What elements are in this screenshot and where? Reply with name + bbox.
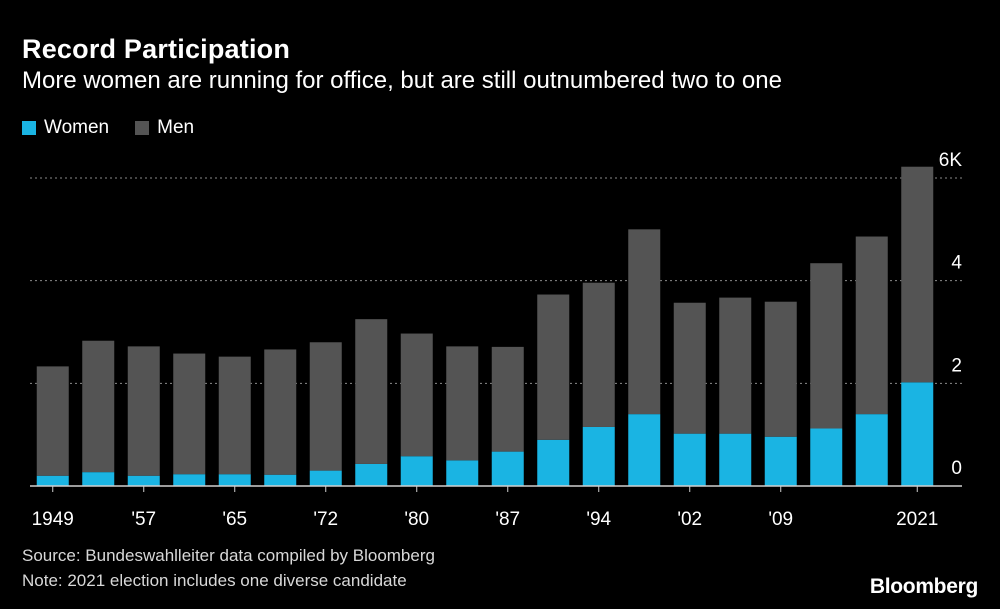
legend-item-women: Women <box>22 117 109 139</box>
bar-women-1953 <box>82 472 115 486</box>
bar-men-1969 <box>264 349 297 475</box>
bar-men-1998 <box>628 229 661 415</box>
bar-men-1987 <box>491 346 524 452</box>
bar-women-1949 <box>36 475 69 486</box>
bar-men-1957 <box>127 346 160 476</box>
bar-men-2013 <box>810 263 843 429</box>
bar-women-1976 <box>355 463 388 486</box>
bar-men-1961 <box>173 353 206 475</box>
legend-item-men: Men <box>135 117 194 139</box>
source-note: Source: Bundeswahlleiter data compiled b… <box>22 546 435 565</box>
chart-subtitle: More women are running for office, but a… <box>22 67 782 94</box>
x-tick-label: 2021 <box>896 509 938 530</box>
x-tick-label: '87 <box>495 509 520 530</box>
bar-women-2002 <box>673 433 706 486</box>
legend-label-men: Men <box>157 117 195 138</box>
legend-swatch-men <box>135 121 150 135</box>
bar-men-2002 <box>673 302 706 434</box>
bar-women-1961 <box>173 474 206 486</box>
bar-men-1980 <box>400 333 433 457</box>
y-tick-label: 4 <box>951 253 962 274</box>
bar-women-1998 <box>628 414 661 486</box>
legend-label-women: Women <box>44 117 110 138</box>
x-tick-label: '80 <box>404 509 429 530</box>
bar-men-2005 <box>719 297 752 434</box>
bar-men-1953 <box>82 340 115 473</box>
y-tick-label: 0 <box>951 458 962 479</box>
bar-men-1994 <box>582 282 615 427</box>
x-tick-label: '72 <box>313 509 338 530</box>
bar-men-1949 <box>36 366 69 476</box>
bar-women-1994 <box>582 426 615 486</box>
footnote: Note: 2021 election includes one diverse… <box>22 571 407 590</box>
bar-men-2021 <box>901 166 934 383</box>
bar-men-2009 <box>764 301 797 437</box>
x-tick-label: '65 <box>222 509 247 530</box>
bar-men-1972 <box>309 342 342 471</box>
bar-women-1990 <box>537 439 570 486</box>
bar-women-2021 <box>901 382 934 486</box>
y-tick-label: 6K <box>939 150 963 171</box>
x-tick-label: '94 <box>586 509 611 530</box>
bar-women-1969 <box>264 474 297 486</box>
bar-men-1965 <box>218 356 251 475</box>
legend-swatch-women <box>22 121 36 135</box>
bar-men-1983 <box>446 346 479 461</box>
bar-women-1972 <box>309 470 342 486</box>
x-tick-label: '57 <box>131 509 156 530</box>
bloomberg-logo: Bloomberg <box>869 575 978 598</box>
bar-women-2009 <box>764 436 797 486</box>
x-tick-label: '09 <box>768 509 793 530</box>
bar-women-1987 <box>491 451 524 486</box>
bar-women-1957 <box>127 475 160 486</box>
bar-men-2017 <box>855 236 888 415</box>
legend: Women Men <box>22 117 220 139</box>
x-tick-label: '02 <box>677 509 702 530</box>
bar-women-1980 <box>400 456 433 486</box>
bar-women-2017 <box>855 414 888 486</box>
bar-women-2013 <box>810 428 843 486</box>
chart-title: Record Participation <box>22 34 291 64</box>
bar-women-2005 <box>719 433 752 486</box>
bar-men-1990 <box>537 294 570 440</box>
bar-women-1983 <box>446 460 479 486</box>
bar-women-1965 <box>218 474 251 486</box>
bar-men-1976 <box>355 319 388 464</box>
y-tick-label: 2 <box>951 355 962 376</box>
x-tick-label: 1949 <box>32 509 74 530</box>
